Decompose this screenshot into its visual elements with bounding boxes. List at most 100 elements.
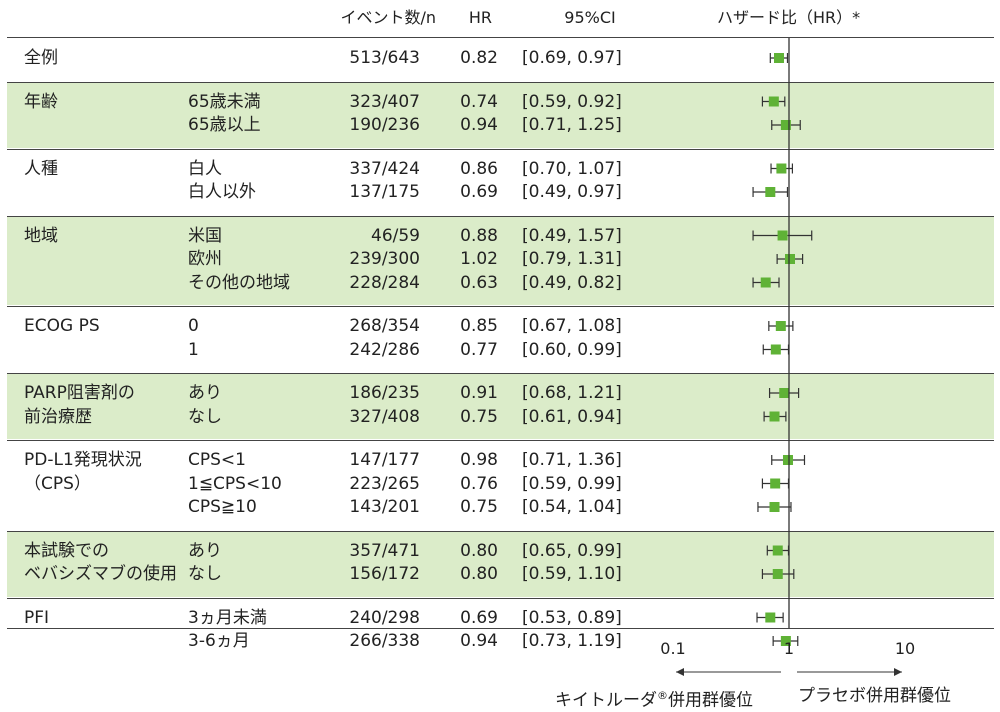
events-cell: 266/338 bbox=[349, 631, 420, 651]
header-events: イベント数/n bbox=[340, 8, 436, 27]
events-cell: 242/286 bbox=[349, 339, 420, 360]
footer-left-name: キイトルーダ bbox=[555, 690, 657, 711]
subgroup-label: 1≦CPS<10 bbox=[188, 473, 282, 494]
subgroup-label: 欧州 bbox=[188, 249, 222, 269]
hr-cell: 0.74 bbox=[460, 91, 498, 112]
events-cell: 147/177 bbox=[349, 450, 420, 470]
events-cell: 228/284 bbox=[349, 272, 420, 293]
arrow-right-head bbox=[894, 668, 902, 676]
subgroup-label: その他の地域 bbox=[188, 272, 290, 293]
group-label: 地域 bbox=[24, 225, 58, 246]
subgroup-label: CPS≧10 bbox=[188, 497, 257, 517]
ci-cell: [0.49, 0.97] bbox=[522, 182, 622, 202]
header-rule bbox=[7, 37, 994, 38]
ci-cell: [0.54, 1.04] bbox=[522, 497, 622, 517]
hr-marker bbox=[770, 478, 781, 489]
hr-cell: 0.75 bbox=[460, 497, 498, 517]
subgroup-label: 65歳以上 bbox=[188, 115, 261, 135]
hr-marker bbox=[760, 277, 771, 288]
hr-marker bbox=[769, 502, 780, 512]
group-divider bbox=[7, 215, 994, 217]
events-cell: 156/172 bbox=[349, 564, 420, 584]
header-forest-title: ハザード比（HR）* bbox=[717, 8, 861, 27]
events-cell: 357/471 bbox=[349, 540, 420, 561]
ci-cell: [0.70, 1.07] bbox=[522, 158, 622, 179]
group-label: 全例 bbox=[24, 48, 58, 68]
events-cell: 46/59 bbox=[371, 225, 420, 246]
group-label: ベバシズマブの使用 bbox=[24, 564, 177, 584]
group-label: PFI bbox=[24, 607, 50, 628]
events-cell: 513/643 bbox=[349, 48, 420, 68]
axis-tick-label: 0.1 bbox=[660, 639, 685, 658]
subgroup-label: 3ヵ月未満 bbox=[188, 607, 267, 628]
hr-cell: 0.85 bbox=[460, 316, 498, 336]
ci-cell: [0.69, 0.97] bbox=[522, 48, 622, 68]
hr-marker bbox=[769, 411, 780, 422]
hr-cell: 0.91 bbox=[460, 383, 498, 403]
subgroup-label: 白人 bbox=[188, 158, 222, 179]
subgroup-label: あり bbox=[188, 540, 222, 561]
hr-cell: 0.77 bbox=[460, 339, 498, 360]
hr-cell: 1.02 bbox=[460, 249, 498, 269]
hr-cell: 0.98 bbox=[460, 450, 498, 470]
subgroup-label: あり bbox=[188, 383, 222, 403]
hr-marker bbox=[782, 455, 793, 465]
header-hr: HR bbox=[468, 8, 492, 27]
hr-marker bbox=[776, 163, 787, 174]
group-label: 年齢 bbox=[24, 91, 58, 112]
hr-marker bbox=[772, 545, 783, 556]
group-label: PARP阻害剤の bbox=[24, 383, 135, 403]
hr-marker bbox=[779, 388, 790, 398]
footer-left-label: キイトルーダ®併用群優位 bbox=[555, 686, 753, 711]
hr-cell: 0.75 bbox=[460, 406, 498, 427]
axis-tick-label: 1 bbox=[784, 639, 794, 658]
group-band bbox=[7, 531, 994, 597]
subgroup-label: CPS<1 bbox=[188, 450, 246, 470]
hr-cell: 0.86 bbox=[460, 158, 498, 179]
footer-left-suffix: 併用群優位 bbox=[668, 690, 753, 711]
group-divider bbox=[7, 597, 994, 599]
hr-marker bbox=[765, 187, 776, 197]
axis-tick-label: 10 bbox=[895, 639, 915, 658]
ci-cell: [0.59, 0.99] bbox=[522, 473, 622, 494]
events-cell: 239/300 bbox=[349, 249, 420, 269]
ci-cell: [0.61, 0.94] bbox=[522, 406, 622, 427]
subgroup-label: 3-6ヵ月 bbox=[188, 631, 250, 651]
group-label: （CPS） bbox=[24, 473, 91, 494]
group-divider bbox=[7, 306, 994, 307]
subgroup-label: 1 bbox=[188, 339, 199, 360]
subgroup-label: 65歳未満 bbox=[188, 91, 261, 112]
ci-cell: [0.59, 0.92] bbox=[522, 91, 622, 112]
ci-cell: [0.79, 1.31] bbox=[522, 249, 622, 269]
hr-marker bbox=[770, 344, 781, 355]
events-cell: 190/236 bbox=[349, 115, 420, 135]
ci-cell: [0.49, 1.57] bbox=[522, 225, 622, 246]
ci-cell: [0.73, 1.19] bbox=[522, 631, 622, 651]
hr-marker bbox=[765, 612, 776, 623]
ci-cell: [0.71, 1.25] bbox=[522, 115, 622, 135]
hr-marker bbox=[777, 230, 788, 241]
events-cell: 240/298 bbox=[349, 607, 420, 628]
events-cell: 327/408 bbox=[349, 406, 420, 427]
events-cell: 143/201 bbox=[349, 497, 420, 517]
hr-cell: 0.80 bbox=[460, 564, 498, 584]
hr-cell: 0.69 bbox=[460, 182, 498, 202]
subgroup-label: 白人以外 bbox=[188, 182, 256, 202]
ci-cell: [0.49, 0.82] bbox=[522, 272, 622, 293]
ci-cell: [0.65, 0.99] bbox=[522, 540, 622, 561]
subgroup-label: なし bbox=[188, 406, 222, 427]
hr-cell: 0.80 bbox=[460, 540, 498, 561]
header-ci: 95%CI bbox=[564, 8, 616, 27]
footer-right-label: プラセボ併用群優位 bbox=[798, 686, 951, 706]
ci-cell: [0.53, 0.89] bbox=[522, 607, 622, 628]
ci-cell: [0.68, 1.21] bbox=[522, 383, 622, 403]
subgroup-label: 0 bbox=[188, 316, 199, 336]
events-cell: 186/235 bbox=[349, 383, 420, 403]
hr-marker bbox=[775, 321, 786, 331]
group-band bbox=[7, 216, 994, 305]
group-label: ECOG PS bbox=[24, 316, 100, 336]
ci-cell: [0.67, 1.08] bbox=[522, 316, 622, 336]
ci-cell: [0.60, 0.99] bbox=[522, 339, 622, 360]
